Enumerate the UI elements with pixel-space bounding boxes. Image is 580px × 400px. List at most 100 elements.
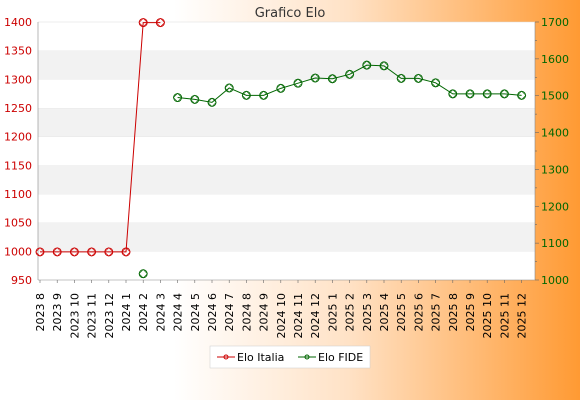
left-y-axis: 950 1000 1050 1100 1150 1200 1250 1300 1350 1400 [4, 16, 39, 287]
series-point-elo-italia [52, 247, 62, 257]
series-point-elo-fide [173, 93, 183, 103]
x-tick-label: 2025 10 [481, 293, 494, 339]
x-tick-label: 2024 3 [154, 293, 167, 332]
x-tick-label: 2025 3 [361, 293, 374, 332]
series-point-elo-fide [448, 89, 458, 99]
legend-label-elo-italia: Elo Italia [237, 351, 284, 364]
legend-item-elo-fide: Elo FIDE [298, 351, 363, 364]
series-point-elo-italia [121, 247, 131, 257]
series-point-elo-fide [207, 97, 217, 107]
series-line-elo-italia [40, 22, 161, 253]
left-tick-label: 1400 [4, 16, 32, 29]
grid-band [38, 194, 535, 223]
legend-marker-elo-italia [223, 354, 229, 360]
grid-band [38, 108, 535, 137]
series-point-elo-fide [431, 78, 441, 88]
series-point-elo-fide [190, 94, 200, 104]
right-tick-label: 1700 [541, 16, 569, 29]
x-tick-label: 2025 4 [378, 293, 391, 332]
series-point-elo-italia [69, 247, 79, 257]
x-tick-label: 2024 4 [172, 293, 185, 332]
x-tick-label: 2024 1 [120, 293, 133, 332]
series-point-elo-italia [104, 247, 114, 257]
grid-band [38, 136, 535, 166]
series-point-elo-fide [259, 90, 269, 100]
left-tick-label: 1250 [4, 102, 32, 115]
x-tick-label: 2024 6 [206, 293, 219, 332]
left-tick-label: 1200 [4, 131, 32, 144]
x-tick-label: 2025 11 [498, 293, 511, 339]
series-point-elo-fide [517, 90, 527, 100]
grid-band [38, 165, 535, 194]
legend: Elo Italia Elo FIDE [209, 345, 371, 369]
left-tick-label: 1150 [4, 159, 32, 172]
series-point-elo-fide [396, 73, 406, 83]
x-tick-label: 2023 10 [68, 293, 81, 339]
grid-band [38, 222, 535, 252]
right-tick-label: 1200 [541, 200, 569, 213]
x-tick-label: 2024 10 [275, 293, 288, 339]
x-tick-label: 2025 2 [344, 293, 357, 332]
right-y-axis: 1000 1100 1200 1300 1400 1500 1600 1700 [534, 16, 569, 287]
right-tick-label: 1000 [541, 274, 569, 287]
x-tick-label: 2025 1 [326, 293, 339, 332]
x-tick-label: 2023 11 [86, 293, 99, 339]
series-point-elo-fide [345, 69, 355, 79]
series-point-elo-fide [224, 83, 234, 93]
right-tick-label: 1600 [541, 53, 569, 66]
series-point-elo-fide [310, 73, 320, 83]
x-tick-label: 2024 5 [189, 293, 202, 332]
x-tick-label: 2024 2 [137, 293, 150, 332]
left-tick-label: 1300 [4, 73, 32, 86]
series-point-elo-fide [276, 83, 286, 93]
x-tick-label: 2023 9 [51, 293, 64, 332]
legend-label-elo-fide: Elo FIDE [318, 351, 363, 364]
x-tick-label: 2025 7 [430, 293, 443, 332]
series-layer [35, 17, 527, 279]
grid-band [38, 50, 535, 80]
left-tick-label: 1000 [4, 245, 32, 258]
series-point-elo-fide [362, 60, 372, 70]
series-point-elo-fide [327, 74, 337, 84]
left-tick-label: 1350 [4, 45, 32, 58]
right-tick-label: 1100 [541, 237, 569, 250]
x-tick-label: 2025 5 [395, 293, 408, 332]
series-point-elo-fide [499, 89, 509, 99]
left-tick-label: 1050 [4, 217, 32, 230]
left-tick-label: 950 [11, 274, 32, 287]
x-tick-label: 2023 12 [103, 293, 116, 339]
grid-band [38, 251, 535, 280]
series-point-elo-fide [482, 89, 492, 99]
series-point-elo-fide [293, 78, 303, 88]
right-tick-label: 1500 [541, 90, 569, 103]
x-tick-label: 2024 8 [240, 293, 253, 332]
right-tick-label: 1400 [541, 127, 569, 140]
legend-item-elo-italia: Elo Italia [217, 351, 284, 364]
x-tick-label: 2025 8 [447, 293, 460, 332]
legend-box [209, 345, 371, 369]
grid-band [38, 22, 535, 51]
series-point-elo-fide [138, 269, 148, 279]
series-point-elo-fide [413, 73, 423, 83]
legend-marker-elo-fide [304, 354, 310, 360]
x-tick-label: 2025 9 [464, 293, 477, 332]
series-point-elo-fide [379, 61, 389, 71]
left-tick-label: 1100 [4, 188, 32, 201]
grid-bands [38, 21, 535, 280]
series-point-elo-italia [155, 18, 165, 28]
x-tick-label: 2024 9 [258, 293, 271, 332]
series-point-elo-italia [87, 247, 97, 257]
series-point-elo-fide [465, 89, 475, 99]
x-tick-label: 2024 11 [292, 293, 305, 339]
chart-title: Grafico Elo [255, 6, 326, 21]
series-line-elo-fide [177, 64, 522, 103]
x-tick-label: 2025 12 [516, 293, 529, 339]
series-point-elo-italia [138, 18, 148, 28]
x-tick-label: 2025 6 [412, 293, 425, 332]
series-point-elo-italia [35, 247, 45, 257]
x-tick-label: 2024 12 [309, 293, 322, 339]
right-tick-label: 1300 [541, 163, 569, 176]
